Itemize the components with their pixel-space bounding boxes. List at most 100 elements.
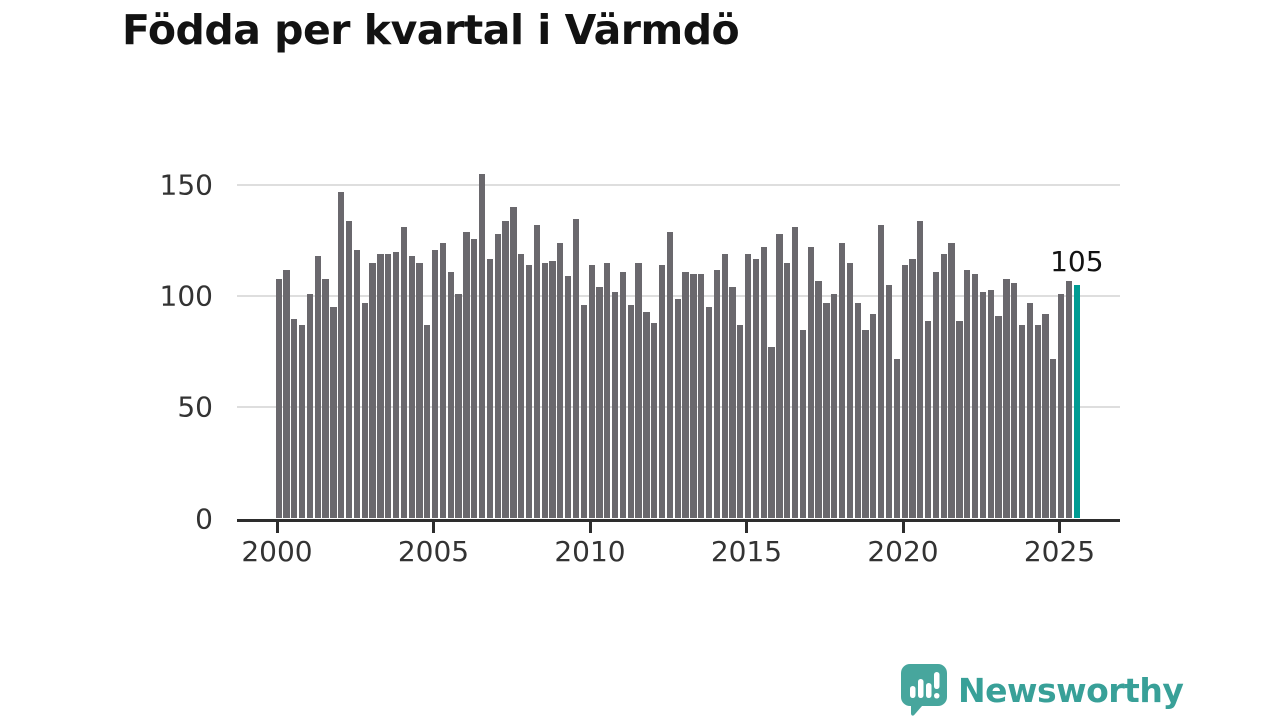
bar-2020-q2 bbox=[909, 258, 916, 519]
bar-2016-q1 bbox=[776, 234, 783, 519]
highlight-value-label: 105 bbox=[1050, 245, 1104, 279]
bar-2017-q4 bbox=[831, 294, 838, 519]
bar-2023-q2 bbox=[1003, 278, 1010, 519]
bar-2000-q2 bbox=[283, 269, 290, 519]
bar-2010-q1 bbox=[588, 265, 595, 519]
bar-2023-q3 bbox=[1011, 282, 1018, 519]
x-axis-label-2025: 2025 bbox=[1023, 534, 1096, 568]
bar-2022-q3 bbox=[979, 291, 987, 519]
bar-2010-q3 bbox=[604, 263, 611, 519]
bar-2007-q2 bbox=[502, 220, 509, 519]
bar-2000-q1 bbox=[275, 278, 282, 519]
x-axis-tick-2005 bbox=[432, 521, 435, 533]
bar-2012-q4 bbox=[674, 298, 681, 519]
bar-2021-q3 bbox=[948, 243, 955, 519]
bar-2019-q4 bbox=[893, 358, 900, 519]
x-axis-tick-2020 bbox=[901, 521, 905, 533]
bar-2001-q2 bbox=[314, 256, 321, 519]
bar-2012-q3 bbox=[666, 231, 674, 519]
bar-2014-q3 bbox=[729, 287, 736, 519]
bar-2013-q4 bbox=[705, 307, 713, 519]
bar-2025-q3 bbox=[1073, 285, 1080, 519]
bar-2020-q1 bbox=[901, 265, 908, 519]
x-axis-label-2005: 2005 bbox=[397, 534, 470, 568]
bar-2019-q1 bbox=[870, 314, 877, 519]
bar-2023-q4 bbox=[1018, 325, 1026, 519]
bar-2021-q1 bbox=[932, 271, 940, 519]
bar-2008-q2 bbox=[533, 225, 541, 519]
bar-2004-q2 bbox=[408, 256, 415, 519]
x-axis-tick-2010 bbox=[588, 521, 592, 533]
bar-2006-q1 bbox=[463, 231, 470, 519]
bar-2003-q1 bbox=[369, 263, 376, 519]
bar-2008-q3 bbox=[541, 263, 548, 519]
bar-2023-q1 bbox=[995, 316, 1002, 519]
bar-2005-q1 bbox=[432, 249, 439, 519]
bar-2001-q1 bbox=[306, 294, 314, 519]
bar-2024-q2 bbox=[1034, 325, 1041, 519]
bar-2018-q3 bbox=[854, 302, 861, 519]
bar-2007-q4 bbox=[518, 254, 525, 519]
bar-2006-q4 bbox=[486, 258, 494, 519]
bar-2010-q4 bbox=[611, 291, 619, 519]
x-axis-tick-2015 bbox=[745, 521, 748, 533]
bar-2016-q2 bbox=[784, 263, 791, 519]
bar-2002-q1 bbox=[338, 191, 345, 519]
y-axis-label-0: 0 bbox=[195, 502, 213, 535]
bar-2017-q1 bbox=[807, 247, 814, 519]
bar-2024-q1 bbox=[1026, 302, 1033, 519]
bar-2024-q3 bbox=[1042, 314, 1049, 519]
bar-2019-q2 bbox=[878, 225, 885, 519]
bar-2025-q2 bbox=[1065, 280, 1073, 519]
bar-2020-q3 bbox=[917, 220, 924, 519]
bar-2002-q2 bbox=[345, 220, 353, 519]
bar-2000-q3 bbox=[291, 318, 298, 519]
bar-2004-q1 bbox=[400, 227, 407, 519]
bar-2022-q1 bbox=[964, 269, 971, 519]
bar-2010-q2 bbox=[596, 287, 603, 519]
newsworthy-logo: Newsworthy bbox=[901, 664, 1184, 716]
bar-2011-q2 bbox=[627, 305, 634, 519]
bar-2015-q3 bbox=[760, 247, 767, 519]
bar-2022-q4 bbox=[987, 289, 994, 519]
bar-2015-q1 bbox=[745, 254, 752, 519]
bar-2020-q4 bbox=[924, 320, 932, 519]
bar-2005-q3 bbox=[447, 271, 454, 519]
bar-2006-q2 bbox=[471, 238, 478, 519]
bar-2016-q3 bbox=[791, 227, 799, 519]
bar-2002-q4 bbox=[361, 302, 368, 519]
bar-2011-q4 bbox=[643, 311, 650, 519]
bar-2001-q3 bbox=[322, 278, 329, 519]
bar-2018-q1 bbox=[838, 243, 846, 519]
bar-2013-q1 bbox=[682, 271, 689, 519]
bar-2019-q3 bbox=[885, 285, 893, 519]
bar-2008-q4 bbox=[549, 260, 556, 519]
bar-2013-q3 bbox=[698, 274, 705, 519]
bar-2003-q3 bbox=[385, 254, 392, 519]
gridline-y-150 bbox=[237, 184, 1120, 187]
x-axis-tick-2000 bbox=[275, 521, 279, 533]
x-axis-label-2015: 2015 bbox=[710, 534, 783, 568]
y-axis-label-150: 150 bbox=[159, 168, 213, 202]
bar-2016-q4 bbox=[799, 329, 807, 519]
bar-2021-q2 bbox=[940, 254, 947, 519]
gridline-y-100 bbox=[237, 295, 1120, 298]
bar-2025-q1 bbox=[1058, 294, 1065, 519]
bar-2017-q2 bbox=[815, 280, 822, 519]
bar-2013-q2 bbox=[690, 274, 697, 519]
bar-2000-q4 bbox=[298, 325, 306, 519]
bar-2007-q1 bbox=[494, 234, 501, 519]
bar-2004-q3 bbox=[416, 263, 423, 519]
speech-bubble-bar-chart-icon bbox=[901, 664, 947, 716]
bar-2015-q2 bbox=[752, 258, 760, 519]
bar-2018-q2 bbox=[846, 263, 854, 519]
x-axis-line bbox=[237, 518, 1120, 522]
bar-2014-q4 bbox=[737, 325, 744, 519]
bar-2014-q1 bbox=[713, 269, 720, 519]
bar-2012-q1 bbox=[651, 322, 658, 519]
bar-2004-q4 bbox=[424, 325, 431, 519]
x-axis-tick-2025 bbox=[1058, 521, 1061, 533]
bar-2009-q3 bbox=[572, 218, 580, 519]
bar-2011-q3 bbox=[635, 263, 642, 519]
